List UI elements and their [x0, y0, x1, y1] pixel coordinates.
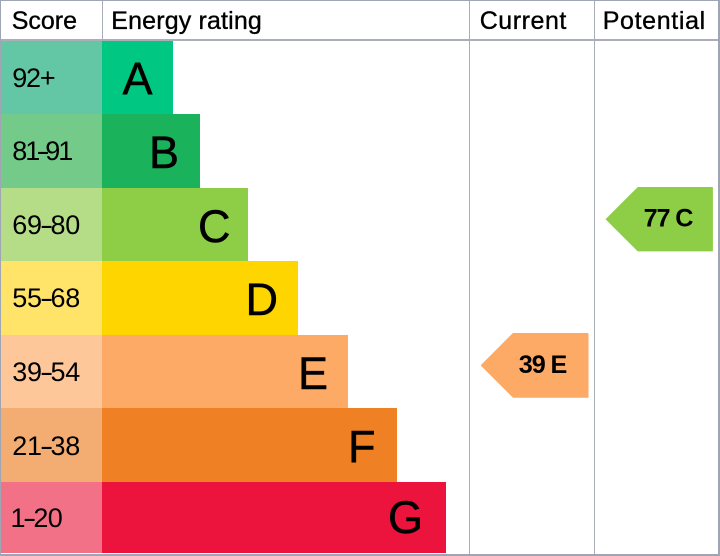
svg-text:39 E: 39 E — [519, 351, 567, 379]
svg-text:77 C: 77 C — [644, 204, 694, 232]
